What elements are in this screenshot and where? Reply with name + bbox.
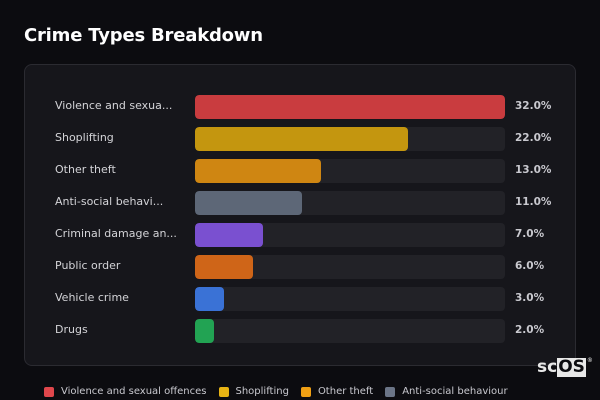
bar-fill[interactable] — [195, 127, 409, 151]
bar-label: Other theft — [55, 163, 116, 176]
bar-row: Other theft 13.0% — [25, 159, 575, 183]
bar-track — [195, 95, 505, 119]
bar-fill[interactable] — [195, 319, 215, 343]
bar-track — [195, 127, 505, 151]
bar-label: Vehicle crime — [55, 291, 129, 304]
legend-item[interactable]: Shoplifting — [218, 386, 289, 397]
bar-value: 13.0% — [515, 164, 552, 176]
bar-track — [195, 223, 505, 247]
bar-row: Violence and sexua... 32.0% — [25, 95, 575, 119]
legend-label: Violence and sexual offences — [61, 386, 207, 397]
legend-label: Shoplifting — [235, 386, 289, 397]
bar-value: 2.0% — [515, 324, 545, 336]
chart-title: Crime Types Breakdown — [24, 25, 263, 46]
legend-label: Anti-social behaviour — [402, 386, 508, 397]
bar-value: 11.0% — [515, 196, 552, 208]
legend-item[interactable]: Violence and sexual offences — [44, 386, 207, 397]
legend-item[interactable]: Anti-social behaviour — [385, 386, 508, 397]
legend-swatch-icon — [44, 386, 54, 397]
bar-value: 6.0% — [515, 260, 545, 272]
bar-label: Anti-social behavi... — [55, 195, 164, 208]
bar-fill[interactable] — [195, 95, 505, 119]
chart-card: Violence and sexua... 32.0% Shoplifting 22.… — [24, 64, 576, 366]
bar-value: 7.0% — [515, 228, 545, 240]
bar-track — [195, 255, 505, 279]
bar-value: 32.0% — [515, 100, 552, 112]
chart-legend: Violence and sexual offences Shoplifting O… — [44, 386, 520, 397]
bar-value: 3.0% — [515, 292, 545, 304]
bar-label: Public order — [55, 259, 121, 272]
registered-mark: ® — [586, 357, 593, 364]
bar-row: Vehicle crime 3.0% — [25, 287, 575, 311]
bar-label: Criminal damage an... — [55, 227, 177, 240]
bar-track — [195, 191, 505, 215]
bar-fill[interactable] — [195, 287, 225, 311]
bar-row: Public order 6.0% — [25, 255, 575, 279]
bar-label: Shoplifting — [55, 131, 114, 144]
bar-label: Violence and sexua... — [55, 99, 173, 112]
legend-swatch-icon — [300, 386, 311, 397]
bar-row: Shoplifting 22.0% — [25, 127, 575, 151]
logo-text-os: OS — [557, 357, 586, 377]
legend-swatch-icon — [385, 386, 396, 397]
logo-text-sc: sc — [537, 357, 558, 377]
bar-fill[interactable] — [195, 223, 263, 247]
scos-logo: sc OS ® — [537, 358, 593, 377]
bar-value: 22.0% — [515, 132, 552, 144]
bar-fill[interactable] — [195, 159, 321, 183]
bar-label: Drugs — [55, 323, 88, 336]
legend-label: Other theft — [317, 386, 374, 397]
bar-track — [195, 287, 505, 311]
bar-row: Anti-social behavi... 11.0% — [25, 191, 575, 215]
bar-fill[interactable] — [195, 191, 302, 215]
bar-track — [195, 159, 505, 183]
legend-swatch-icon — [218, 386, 229, 397]
legend-item[interactable]: Other theft — [300, 386, 374, 397]
bar-row: Drugs 2.0% — [25, 319, 575, 343]
bar-track — [195, 319, 505, 343]
bar-row: Criminal damage an... 7.0% — [25, 223, 575, 247]
bar-fill[interactable] — [195, 255, 254, 279]
